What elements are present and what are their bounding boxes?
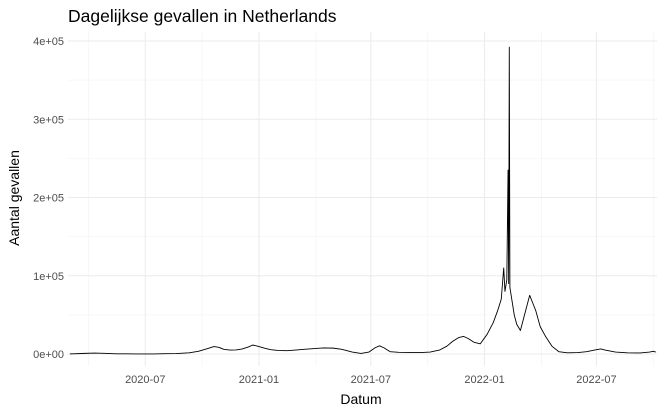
x-tick-label: 2022-01 [464, 374, 504, 386]
y-tick-label: 2e+05 [33, 193, 64, 205]
x-axis-ticks: 2020-07 2021-01 2021-07 2022-01 2022-07 [125, 374, 617, 386]
y-tick-label: 4e+05 [33, 36, 64, 48]
x-tick-label: 2021-01 [239, 374, 279, 386]
y-axis-ticks: 0e+00 1e+05 2e+05 3e+05 4e+05 [33, 36, 64, 361]
y-tick-label: 0e+00 [33, 349, 64, 361]
chart-title: Dagelijkse gevallen in Netherlands [68, 6, 337, 26]
x-tick-label: 2022-07 [576, 374, 616, 386]
series-line [69, 46, 656, 355]
x-tick-label: 2021-07 [351, 374, 391, 386]
x-axis-title: Datum [340, 391, 381, 407]
y-tick-label: 1e+05 [33, 271, 64, 283]
y-axis-title: Aantal gevallen [6, 150, 22, 246]
x-tick-label: 2020-07 [125, 374, 165, 386]
y-tick-label: 3e+05 [33, 114, 64, 126]
major-gridlines [68, 32, 657, 366]
minor-gridlines [68, 32, 657, 366]
